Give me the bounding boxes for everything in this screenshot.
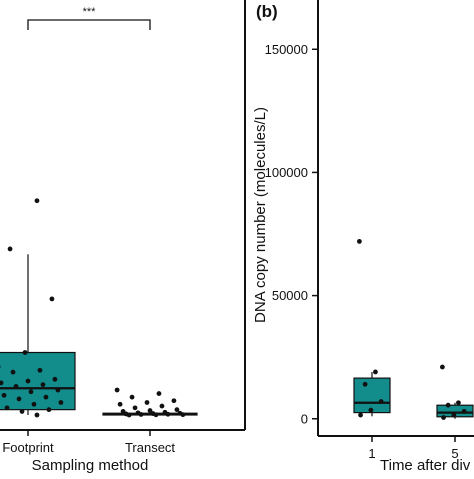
data-point (14, 384, 19, 389)
data-point (35, 413, 40, 418)
data-point (379, 399, 384, 404)
panel-a-x-axis-title: Sampling method (32, 457, 149, 474)
data-point (441, 415, 446, 420)
data-point (357, 239, 362, 244)
data-point (157, 391, 162, 396)
data-point (35, 198, 40, 203)
data-point (115, 388, 120, 393)
data-point (127, 413, 132, 418)
data-point (154, 412, 159, 417)
data-point (166, 412, 171, 417)
data-point (20, 409, 25, 414)
data-point (358, 413, 363, 418)
data-point (456, 400, 461, 405)
data-point (50, 297, 55, 302)
data-point (41, 382, 46, 387)
significance-label: *** (83, 6, 97, 18)
y-tick-label: 0 (301, 411, 308, 426)
data-point (56, 388, 61, 393)
data-point (451, 413, 456, 418)
panel-b-x-axis-title: Time after div (380, 457, 471, 474)
data-point (8, 247, 13, 252)
box-1 (354, 378, 390, 412)
data-point (2, 393, 7, 398)
data-point (373, 370, 378, 375)
data-point (29, 389, 34, 394)
data-point (32, 402, 37, 407)
data-point (53, 377, 58, 382)
data-point (11, 370, 16, 375)
data-point (368, 408, 373, 413)
data-point (145, 400, 150, 405)
y-tick-label: 50000 (272, 288, 308, 303)
x-tick-label: 1 (368, 446, 375, 461)
data-point (440, 365, 445, 370)
data-point (160, 404, 165, 409)
data-point (47, 407, 52, 412)
data-point (130, 395, 135, 400)
data-point (446, 403, 451, 408)
data-point (5, 405, 10, 410)
y-tick-label: 150000 (265, 42, 308, 57)
data-point (181, 412, 186, 417)
y-tick-label: 100000 (265, 165, 308, 180)
data-point (26, 379, 31, 384)
data-point (38, 368, 43, 373)
panel-b-label: (b) (256, 2, 278, 21)
data-point (363, 382, 368, 387)
box-footprint (0, 353, 75, 410)
panel-b-y-axis-title: DNA copy number (molecules/L) (252, 107, 269, 323)
data-point (23, 350, 28, 355)
x-tick-label: Transect (125, 440, 175, 455)
data-point (118, 402, 123, 407)
data-point (172, 398, 177, 403)
x-tick-label: Footprint (2, 440, 54, 455)
data-point (139, 412, 144, 417)
data-point (133, 405, 138, 410)
data-point (462, 409, 467, 414)
data-point (59, 400, 64, 405)
data-point (44, 395, 49, 400)
data-point (17, 397, 22, 402)
